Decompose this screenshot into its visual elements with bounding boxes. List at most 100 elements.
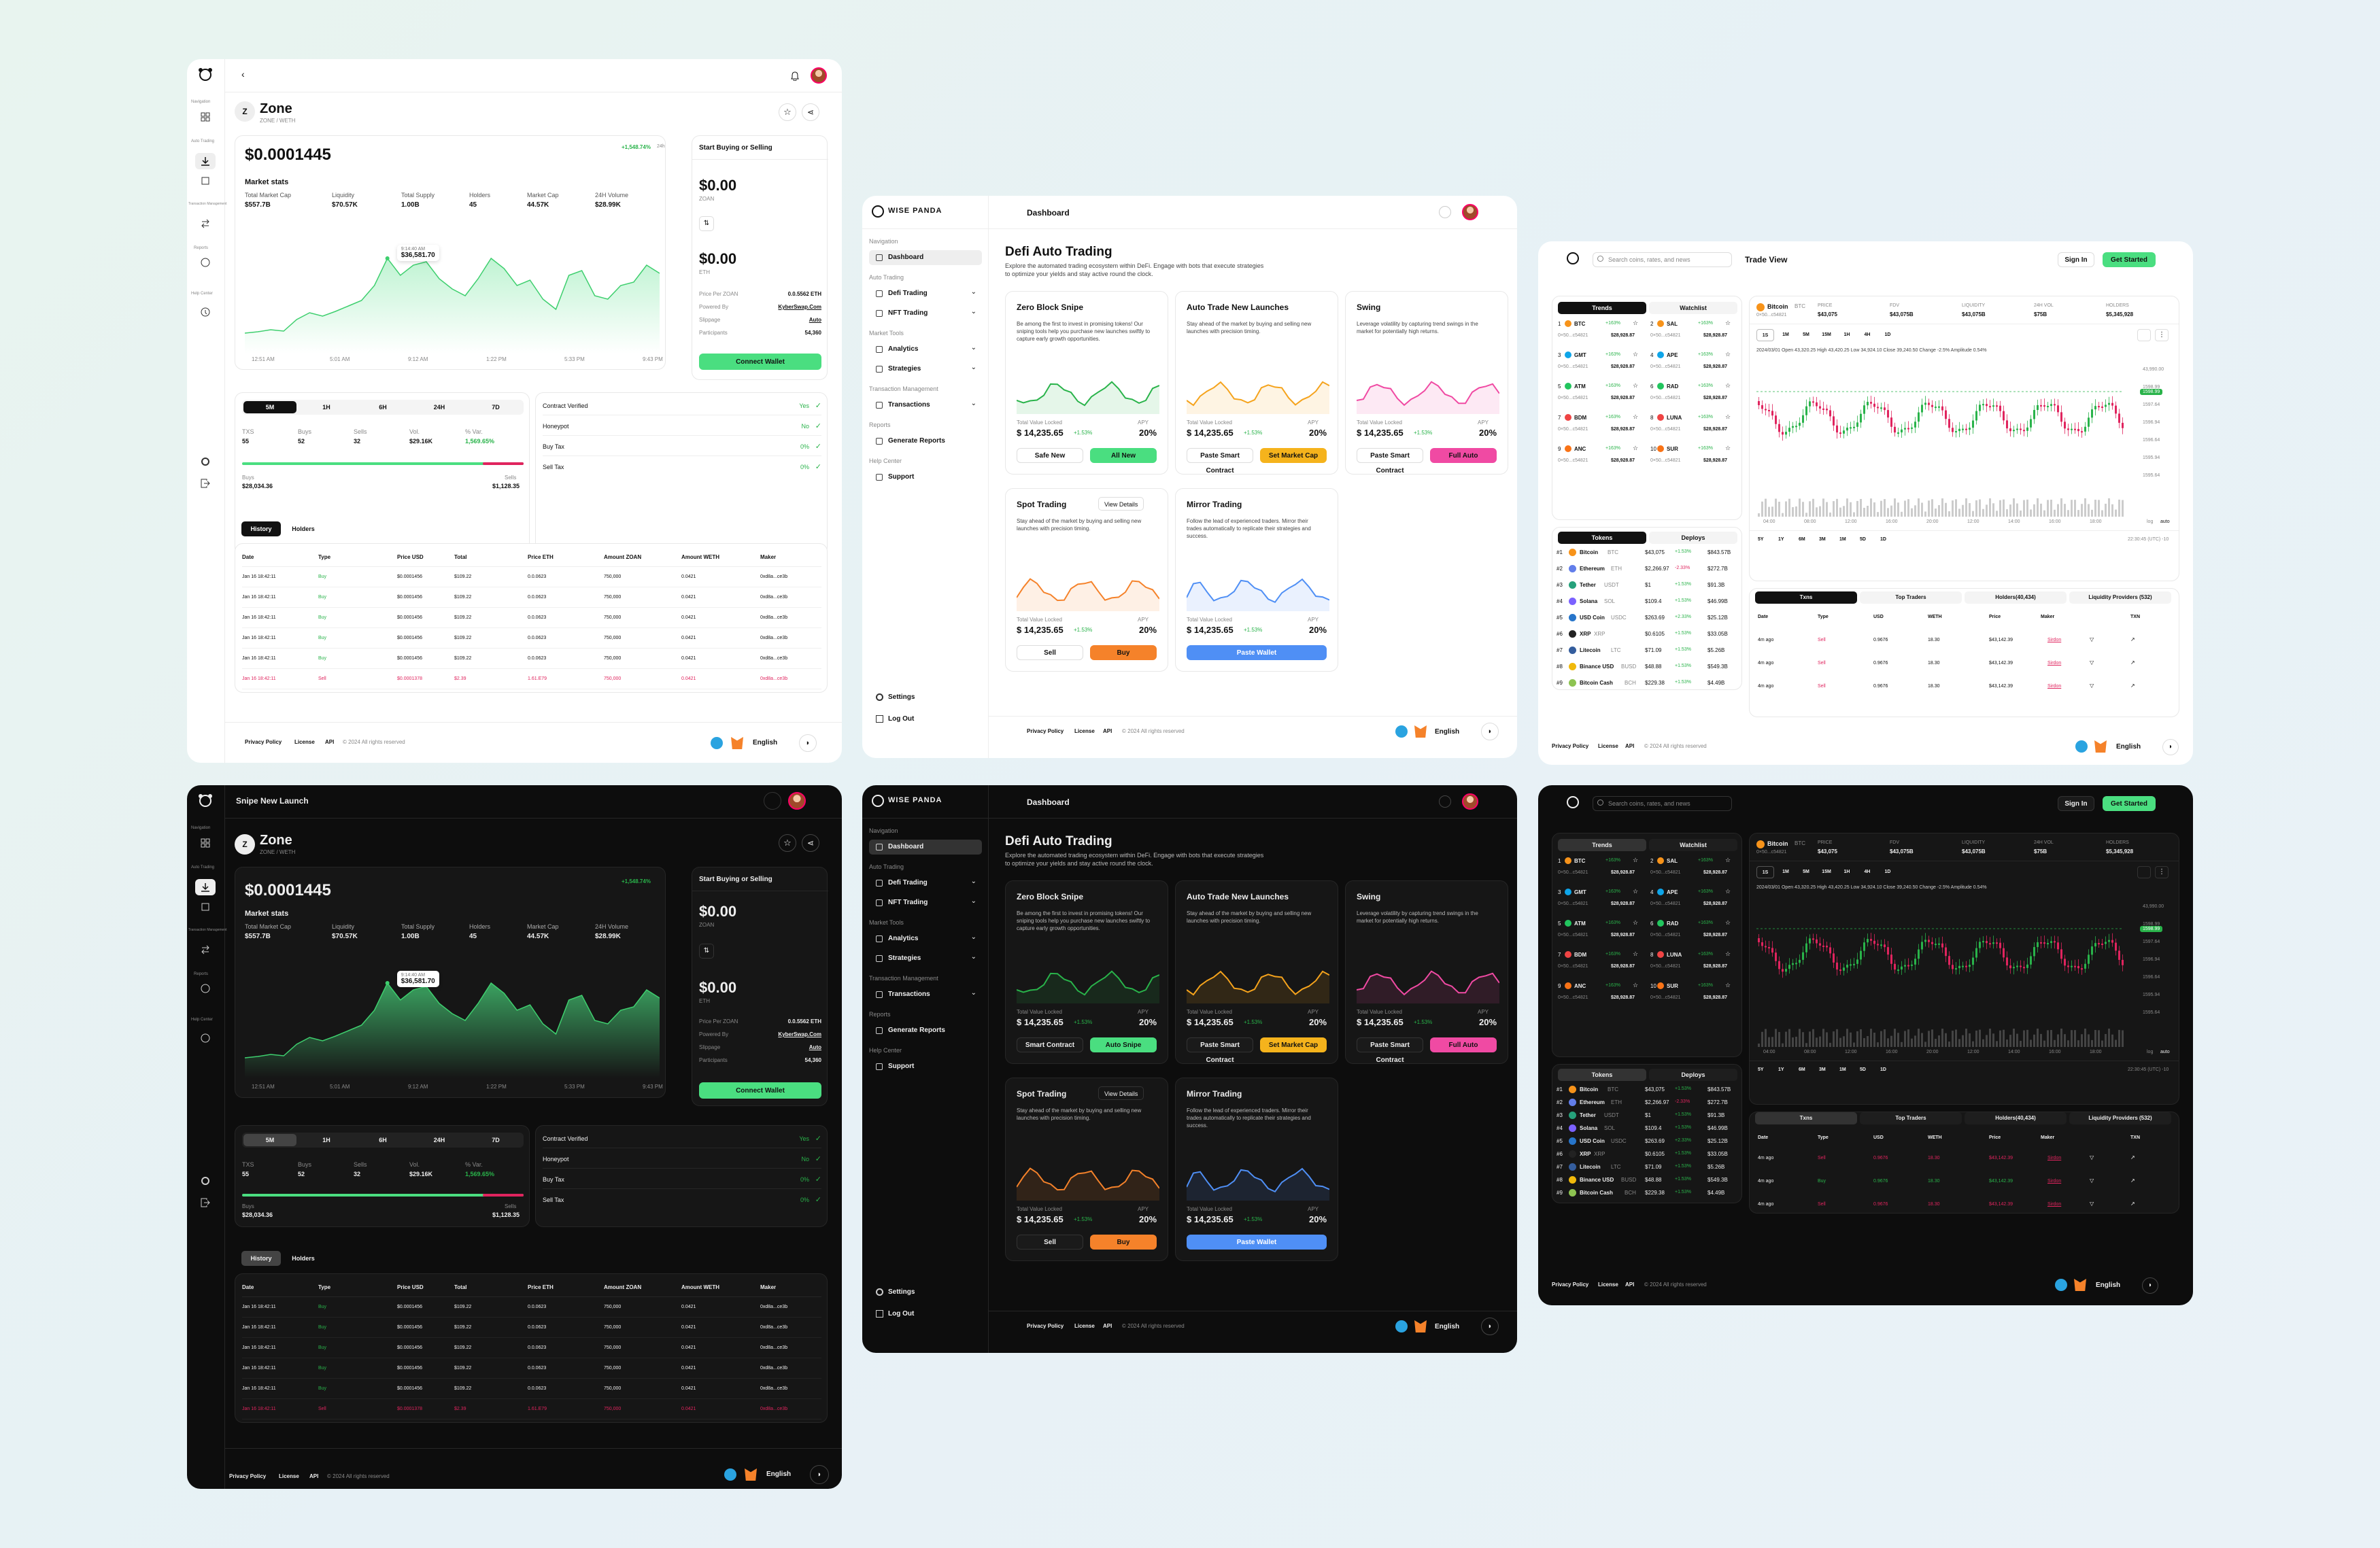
sign-in-button[interactable]: Sign In xyxy=(2058,796,2094,811)
log-toggle[interactable]: log xyxy=(2147,1050,2154,1054)
star-icon[interactable]: ☆ xyxy=(1633,413,1639,420)
tab-txns[interactable]: Txns xyxy=(1755,591,1857,604)
report-icon[interactable] xyxy=(201,984,210,993)
footer-link[interactable]: API xyxy=(1103,728,1112,734)
cell-maker[interactable]: Sirdon xyxy=(2047,661,2062,666)
timeframe-tab-24h[interactable]: 24H xyxy=(433,404,445,411)
language-select[interactable]: English xyxy=(1435,1323,1460,1330)
amount-bottom[interactable]: $0.00 xyxy=(699,250,737,267)
telegram-icon[interactable] xyxy=(1395,725,1408,738)
auto-toggle[interactable]: auto xyxy=(2160,519,2170,524)
bot-secondary-button[interactable]: Sell xyxy=(1017,645,1083,660)
interval-1m[interactable]: 1M xyxy=(1782,332,1789,337)
bell-button[interactable] xyxy=(764,792,781,810)
connect-wallet-button[interactable]: Connect Wallet xyxy=(699,1082,821,1099)
range-1d[interactable]: 1D xyxy=(1880,1067,1886,1072)
filter-icon[interactable]: ▽ xyxy=(2090,1177,2094,1184)
star-icon[interactable]: ☆ xyxy=(1633,445,1639,451)
info-value[interactable]: Auto xyxy=(809,1044,821,1050)
star-icon[interactable]: ☆ xyxy=(1633,950,1639,957)
metamask-icon[interactable] xyxy=(1414,1320,1427,1332)
timeframe-tab-1h[interactable]: 1H xyxy=(322,404,330,411)
back-icon[interactable]: ‹ xyxy=(241,69,245,80)
star-icon[interactable]: ☆ xyxy=(1725,351,1731,358)
settings-icon[interactable] xyxy=(201,457,210,466)
language-select[interactable]: English xyxy=(1435,728,1460,736)
swap-direction-button[interactable]: ⇅ xyxy=(699,944,714,959)
tab-watchlist[interactable]: Watchlist xyxy=(1649,839,1737,851)
footer-link[interactable]: API xyxy=(1625,743,1635,749)
star-icon[interactable]: ☆ xyxy=(1633,982,1639,988)
interval-4h[interactable]: 4H xyxy=(1864,332,1871,337)
range-1m[interactable]: 1M xyxy=(1839,1067,1846,1072)
nav-item-support[interactable]: Support xyxy=(869,470,982,485)
bot-secondary-button[interactable]: Paste Smart Contract xyxy=(1187,448,1253,475)
external-link-icon[interactable]: ↗ xyxy=(2130,636,2135,642)
star-icon[interactable]: ☆ xyxy=(1633,888,1639,895)
tab-trends[interactable]: Trends xyxy=(1558,839,1646,851)
star-icon[interactable]: ☆ xyxy=(1725,413,1731,420)
bot-secondary-button[interactable]: Smart Contract xyxy=(1017,1037,1083,1052)
sign-in-button[interactable]: Sign In xyxy=(2058,252,2094,267)
timeframe-tab-7d[interactable]: 7D xyxy=(492,404,500,411)
log-toggle[interactable]: log xyxy=(2147,519,2154,524)
footer-link[interactable]: Privacy Policy xyxy=(1027,728,1064,734)
tab-history[interactable]: History xyxy=(241,1251,281,1266)
nav-item-logout[interactable]: Log Out xyxy=(869,1307,982,1322)
star-icon[interactable]: ☆ xyxy=(1633,351,1639,358)
range-1d[interactable]: 1D xyxy=(1880,537,1886,542)
star-icon[interactable]: ☆ xyxy=(1633,382,1639,389)
tab-holders[interactable]: Holders(40,434) xyxy=(1965,1112,2067,1124)
logout-icon[interactable] xyxy=(201,1198,210,1207)
nav-item-dashboard[interactable]: Dashboard xyxy=(869,840,982,855)
star-icon[interactable]: ☆ xyxy=(1725,982,1731,988)
bell-icon[interactable] xyxy=(791,71,799,81)
metamask-icon[interactable] xyxy=(2074,1279,2086,1291)
star-icon[interactable]: ☆ xyxy=(1725,382,1731,389)
filter-icon[interactable]: ▽ xyxy=(2090,1154,2094,1160)
theme-toggle[interactable]: ◗ xyxy=(810,1465,829,1484)
metamask-icon[interactable] xyxy=(731,737,743,749)
tab-holders[interactable]: Holders xyxy=(292,1255,315,1262)
share-button[interactable]: ⋖ xyxy=(802,103,819,121)
interval-15m[interactable]: 15M xyxy=(1822,870,1831,874)
tab-toptraders[interactable]: Top Traders xyxy=(1860,1112,1962,1124)
share-button[interactable]: ⋖ xyxy=(802,834,819,852)
timeframe-tab-7d[interactable]: 7D xyxy=(492,1137,500,1143)
indicator-button[interactable] xyxy=(2137,329,2151,341)
bell-icon[interactable] xyxy=(1439,795,1451,808)
range-1y[interactable]: 1Y xyxy=(1778,1067,1784,1072)
download-icon[interactable] xyxy=(201,882,210,892)
avatar[interactable] xyxy=(811,67,827,84)
bot-primary-button[interactable]: Set Market Cap xyxy=(1260,1037,1327,1052)
range-5d[interactable]: 5D xyxy=(1860,537,1866,542)
external-link-icon[interactable]: ↗ xyxy=(2130,1177,2135,1184)
telegram-icon[interactable] xyxy=(711,737,723,749)
footer-link[interactable]: License xyxy=(1598,1282,1618,1288)
star-icon[interactable]: ☆ xyxy=(1725,919,1731,926)
more-icon[interactable]: ⋮ xyxy=(2155,329,2169,341)
timeframe-tab-24h[interactable]: 24H xyxy=(433,1137,445,1143)
language-select[interactable]: English xyxy=(2096,1282,2121,1289)
view-details-button[interactable]: View Details xyxy=(1098,497,1144,511)
tab-trends[interactable]: Trends xyxy=(1558,302,1646,314)
tab-liquidityproviders[interactable]: Liquidity Providers (532) xyxy=(2069,591,2171,604)
support-icon[interactable] xyxy=(201,1033,210,1043)
bot-secondary-button[interactable]: Safe New xyxy=(1017,448,1083,463)
filter-icon[interactable]: ▽ xyxy=(2090,636,2094,642)
telegram-icon[interactable] xyxy=(2055,1279,2067,1291)
star-icon[interactable]: ☆ xyxy=(1633,320,1639,326)
star-icon[interactable]: ☆ xyxy=(1725,445,1731,451)
nav-item-transactions[interactable]: Transactions ⌄ xyxy=(869,987,982,1002)
timeframe-tab-1h[interactable]: 1H xyxy=(322,1137,330,1143)
nav-item-generate-reports[interactable]: Generate Reports xyxy=(869,1023,982,1038)
nav-item-defi-trading[interactable]: Defi Trading ⌄ xyxy=(869,876,982,891)
footer-link[interactable]: API xyxy=(309,1473,319,1479)
nav-item-settings[interactable]: Settings xyxy=(869,690,982,705)
star-icon[interactable]: ☆ xyxy=(1725,950,1731,957)
bot-secondary-button[interactable]: Paste Smart Contract xyxy=(1357,448,1423,475)
nav-item-dashboard[interactable]: Dashboard xyxy=(869,250,982,265)
theme-toggle[interactable]: ◗ xyxy=(799,734,817,752)
bot-primary-button[interactable]: Full Auto xyxy=(1430,448,1497,463)
range-1m[interactable]: 1M xyxy=(1839,537,1846,542)
